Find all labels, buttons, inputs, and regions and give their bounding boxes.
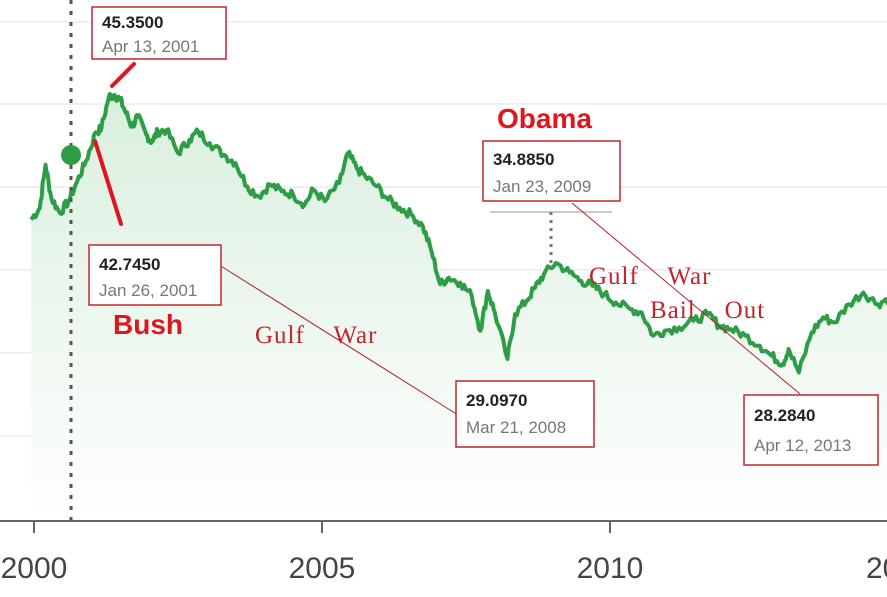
annotation-date: Jan 23, 2009 [493, 177, 591, 196]
series-area [31, 94, 887, 521]
x-tick-label: 2000 [1, 552, 68, 585]
annotation-box-bush: 42.7450 Jan 26, 2001 [88, 244, 222, 306]
annotation-box-obama: 34.8850 Jan 23, 2009 [482, 140, 621, 202]
event-label-gulf-war-1: Gulf War [255, 322, 377, 349]
annotation-connector-peak [110, 62, 136, 88]
annotation-value: 28.2840 [754, 406, 815, 425]
annotation-box-peak: 45.3500 Apr 13, 2001 [91, 6, 227, 60]
annotation-date: Apr 12, 2013 [754, 436, 851, 455]
annotation-box-2013-low: 28.2840 Apr 12, 2013 [743, 394, 879, 466]
president-label-obama: Obama [497, 103, 592, 134]
annotation-connector-2013 [571, 202, 801, 395]
event-label-gulf-war-2: Gulf War [589, 263, 711, 290]
annotation-date: Apr 13, 2001 [102, 37, 199, 56]
annotation-value: 45.3500 [102, 13, 163, 32]
annotation-value: 34.8850 [493, 150, 554, 169]
annotation-box-2008-low: 29.0970 Mar 21, 2008 [455, 380, 595, 448]
annotation-connector-2008 [215, 262, 459, 416]
x-axis-ticks: 2000 2005 2010 20 [1, 521, 887, 585]
annotation-value: 29.0970 [466, 391, 527, 410]
annotation-date: Mar 21, 2008 [466, 418, 566, 437]
annotation-date: Jan 26, 2001 [99, 281, 197, 300]
annotation-value: 42.7450 [99, 255, 160, 274]
president-label-bush: Bush [113, 309, 183, 340]
hover-point[interactable] [61, 145, 81, 165]
x-tick-label: 2010 [577, 552, 644, 585]
x-tick-label: 20 [866, 552, 887, 585]
series-line [29, 92, 887, 375]
x-tick-label: 2005 [289, 552, 356, 585]
event-label-bail-out: Bail Out [650, 297, 765, 324]
annotation-connector-bush [93, 139, 123, 226]
